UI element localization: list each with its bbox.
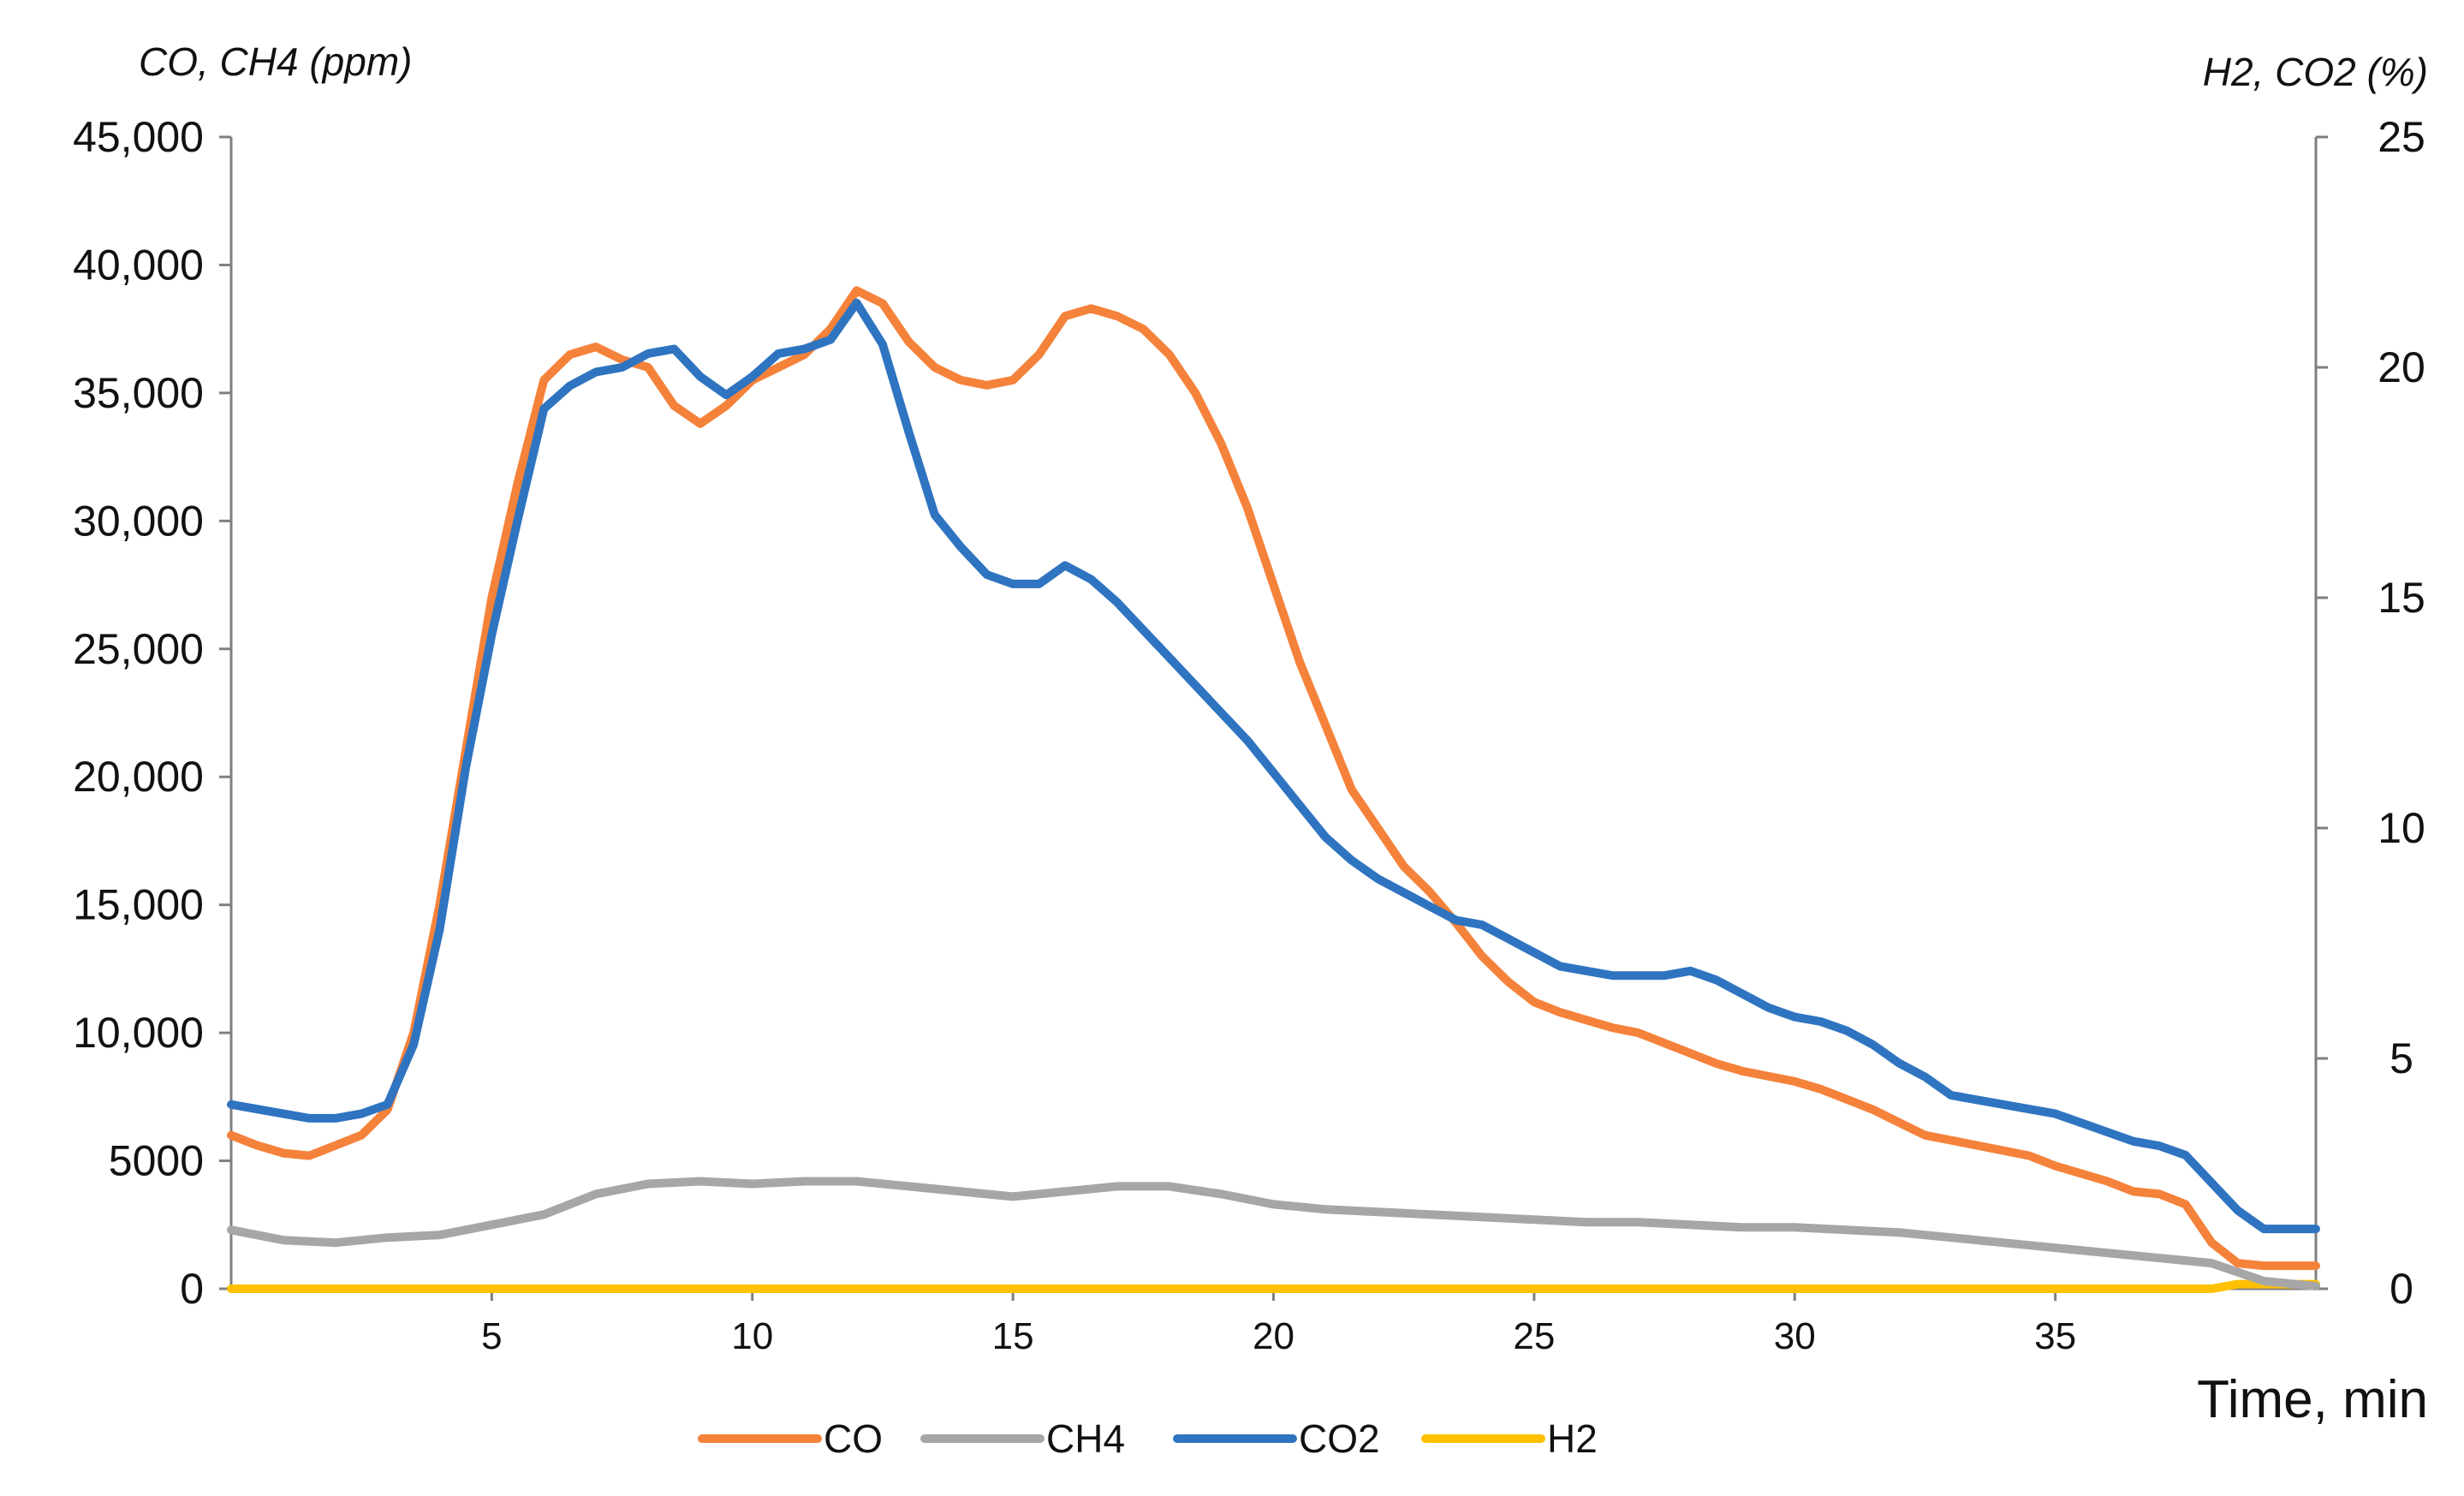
left-y-tick-label: 0 — [180, 1265, 204, 1313]
right-y-tick-label: 10 — [2378, 804, 2425, 852]
x-tick-label: 20 — [1253, 1315, 1294, 1357]
right-axis-title: H2, CO2 (%) — [2203, 50, 2428, 94]
left-y-tick-label: 25,000 — [73, 625, 204, 673]
legend-label-co: CO — [824, 1416, 883, 1461]
left-y-tick-label: 45,000 — [73, 113, 204, 161]
left-y-tick-label: 20,000 — [73, 753, 204, 801]
series-line-ch4 — [227, 1177, 2320, 1290]
x-tick-label: 10 — [731, 1315, 773, 1357]
x-tick-label: 30 — [1774, 1315, 1816, 1357]
x-ticks: 5 10 15 20 25 30 35 — [481, 1289, 2076, 1357]
x-tick-label: 15 — [992, 1315, 1034, 1357]
legend-label-co2: CO2 — [1299, 1416, 1380, 1461]
right-y-tick-label: 25 — [2378, 113, 2425, 161]
legend: CO CH4 CO2 H2 — [698, 1416, 1598, 1461]
series-layer — [227, 286, 2320, 1293]
legend-label-ch4: CH4 — [1046, 1416, 1125, 1461]
legend-label-h2: H2 — [1547, 1416, 1598, 1461]
x-tick-label: 5 — [481, 1315, 502, 1357]
left-y-tick-label: 40,000 — [73, 241, 204, 289]
left-y-tick-label: 5000 — [109, 1137, 204, 1185]
left-y-tick-label: 35,000 — [73, 369, 204, 417]
series-line-co2 — [227, 298, 2320, 1234]
left-y-tick-label: 15,000 — [73, 881, 204, 929]
right-y-ticks: 0 5 10 15 20 25 — [2316, 113, 2425, 1313]
x-axis-title: Time, min — [2197, 1370, 2428, 1429]
left-y-tick-label: 10,000 — [73, 1009, 204, 1057]
right-y-tick-label: 15 — [2378, 574, 2425, 622]
left-axis-title: CO, CH4 (ppm) — [139, 39, 412, 84]
x-tick-label: 35 — [2034, 1315, 2076, 1357]
x-tick-label: 25 — [1513, 1315, 1555, 1357]
right-y-tick-label: 5 — [2390, 1034, 2413, 1082]
left-y-tick-label: 30,000 — [73, 497, 204, 545]
left-y-ticks: 0 5000 10,000 15,000 20,000 25,000 30,000 35,00… — [73, 113, 231, 1313]
series-line-co — [227, 286, 2320, 1271]
right-y-tick-label: 0 — [2390, 1265, 2413, 1313]
series-line-h2 — [227, 1279, 2320, 1293]
right-y-tick-label: 20 — [2378, 343, 2425, 391]
